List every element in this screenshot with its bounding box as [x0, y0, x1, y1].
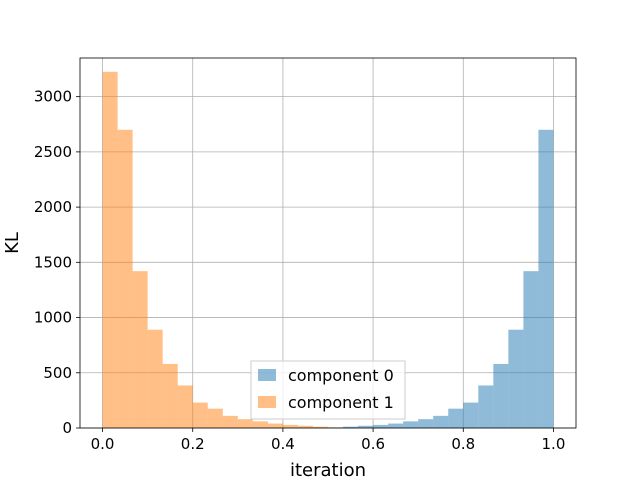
- bar-series-0-bin-25: [478, 385, 494, 428]
- x-axis-label: iteration: [290, 460, 366, 480]
- legend-box: [250, 360, 406, 420]
- x-tick-label-1: 0.2: [181, 435, 205, 453]
- bar-series-1-bin-10: [252, 421, 268, 428]
- x-tick-label-3: 0.6: [361, 435, 385, 453]
- series-1-bars: [102, 71, 344, 428]
- bar-series-1-bin-1: [117, 129, 133, 428]
- x-tick-label-0: 0.0: [91, 435, 115, 453]
- x-tick-label-5: 1.0: [542, 435, 566, 453]
- bar-series-0-bin-26: [493, 363, 509, 428]
- bar-series-1-bin-11: [267, 423, 283, 428]
- y-tick-label-6: 3000: [34, 88, 72, 106]
- x-tick-label-2: 0.4: [271, 435, 295, 453]
- legend-swatch-component-1: [258, 396, 276, 408]
- bar-series-1-bin-4: [162, 363, 178, 428]
- legend-label-component-1: component 1: [288, 393, 394, 412]
- bar-series-1-bin-13: [297, 425, 313, 428]
- bar-series-1-bin-2: [132, 271, 148, 428]
- bar-series-1-bin-14: [312, 426, 328, 428]
- bar-series-0-bin-16: [343, 426, 359, 428]
- y-tick-label-1: 500: [43, 364, 72, 382]
- bar-series-0-bin-18: [373, 424, 389, 428]
- bar-series-0-bin-27: [508, 329, 524, 428]
- y-tick-label-5: 2500: [34, 143, 72, 161]
- series-0-bars: [328, 129, 554, 428]
- bar-series-0-bin-28: [523, 271, 539, 428]
- bar-series-0-bin-17: [358, 425, 374, 428]
- y-tick-label-2: 1000: [34, 309, 72, 327]
- bar-series-0-bin-23: [448, 408, 464, 428]
- legend: component 0 component 1: [250, 360, 406, 420]
- histogram-bars: [102, 71, 554, 428]
- bar-series-1-bin-5: [177, 385, 193, 428]
- bar-series-1-bin-8: [222, 415, 238, 428]
- bar-series-0-bin-24: [463, 402, 479, 428]
- y-axis-ticks: 0 500 1000 1500 2000 2500 3000: [34, 88, 80, 437]
- x-tick-label-4: 0.8: [451, 435, 475, 453]
- y-tick-label-4: 2000: [34, 198, 72, 216]
- bar-series-1-bin-0: [102, 71, 118, 428]
- bar-series-1-bin-12: [282, 424, 298, 428]
- bar-series-0-bin-19: [388, 423, 404, 428]
- plot-area-frame: [79, 57, 577, 429]
- bar-series-1-bin-7: [207, 408, 223, 428]
- bar-series-1-bin-6: [192, 402, 208, 428]
- y-tick-label-0: 0: [62, 419, 72, 437]
- bar-series-0-bin-22: [433, 415, 449, 428]
- bar-series-0-bin-20: [403, 421, 419, 428]
- legend-label-component-0: component 0: [288, 366, 394, 385]
- y-tick-label-3: 1500: [34, 253, 72, 271]
- x-axis-ticks: 0.0 0.2 0.4 0.6 0.8 1.0: [91, 428, 566, 453]
- bar-series-1-bin-9: [237, 419, 253, 428]
- bar-series-0-bin-21: [418, 419, 434, 428]
- bar-series-0-bin-29: [538, 129, 554, 428]
- bar-series-1-bin-3: [147, 329, 163, 428]
- y-axis-label: KL: [2, 232, 23, 254]
- legend-swatch-component-0: [258, 369, 276, 381]
